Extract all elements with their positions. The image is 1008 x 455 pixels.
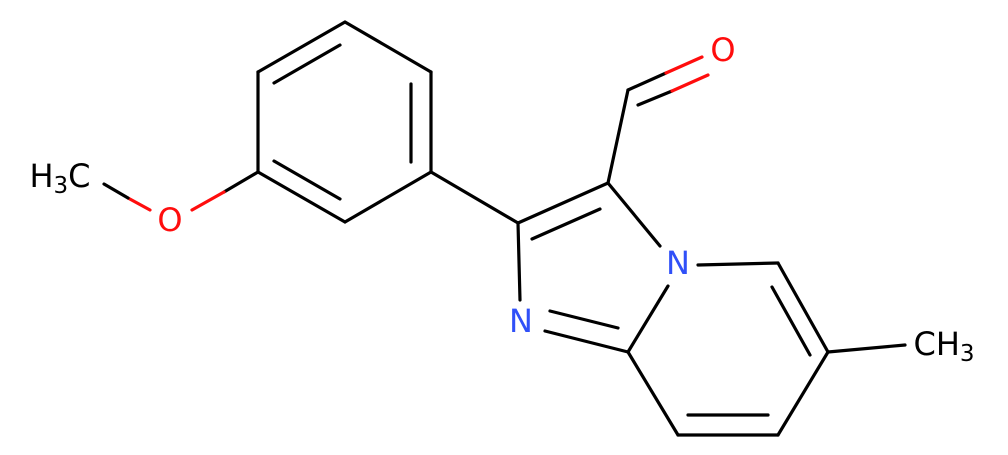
bond: [543, 329, 630, 354]
atom-subscript: 3: [54, 173, 69, 199]
bond: [102, 182, 130, 200]
bond: [343, 170, 433, 224]
bond: [776, 350, 830, 437]
bond: [429, 170, 520, 225]
atom-subscript: 3: [960, 341, 975, 367]
bond: [256, 20, 347, 74]
bond: [606, 181, 662, 248]
bond: [530, 207, 602, 241]
bond: [770, 285, 812, 357]
bond: [516, 181, 610, 225]
bond: [636, 89, 674, 107]
atom-labels: O H3C O N N CH3: [29, 31, 974, 367]
bond: [626, 71, 668, 92]
atom-symbol: N: [509, 302, 533, 340]
atom-label: N: [509, 302, 533, 340]
bond: [606, 88, 630, 185]
bond: [664, 55, 704, 75]
bond: [272, 159, 342, 201]
bond: [776, 261, 830, 354]
bonds: [102, 20, 907, 437]
bond: [272, 43, 342, 85]
bond: [222, 170, 260, 194]
bond: [626, 284, 670, 354]
atom-label: O: [157, 201, 182, 239]
atom-symbol: N: [666, 244, 690, 282]
atom-symbol: H: [29, 157, 53, 195]
atom-symbol: O: [157, 201, 182, 239]
atom-symbol: C: [68, 157, 90, 195]
bond: [256, 170, 347, 224]
bond: [670, 73, 710, 93]
bond: [826, 343, 907, 354]
bond: [343, 20, 433, 74]
atom-label: H3C: [29, 157, 90, 199]
atom-symbol: CH: [913, 325, 959, 363]
bond: [516, 221, 522, 302]
atom-label: N: [666, 244, 690, 282]
bond: [126, 196, 152, 212]
atom-symbol: O: [710, 31, 735, 69]
bond: [626, 350, 680, 437]
bond: [190, 190, 226, 212]
bond: [696, 261, 780, 267]
atom-label: CH3: [913, 325, 974, 367]
atom-label: O: [710, 31, 735, 69]
bond: [548, 309, 620, 330]
